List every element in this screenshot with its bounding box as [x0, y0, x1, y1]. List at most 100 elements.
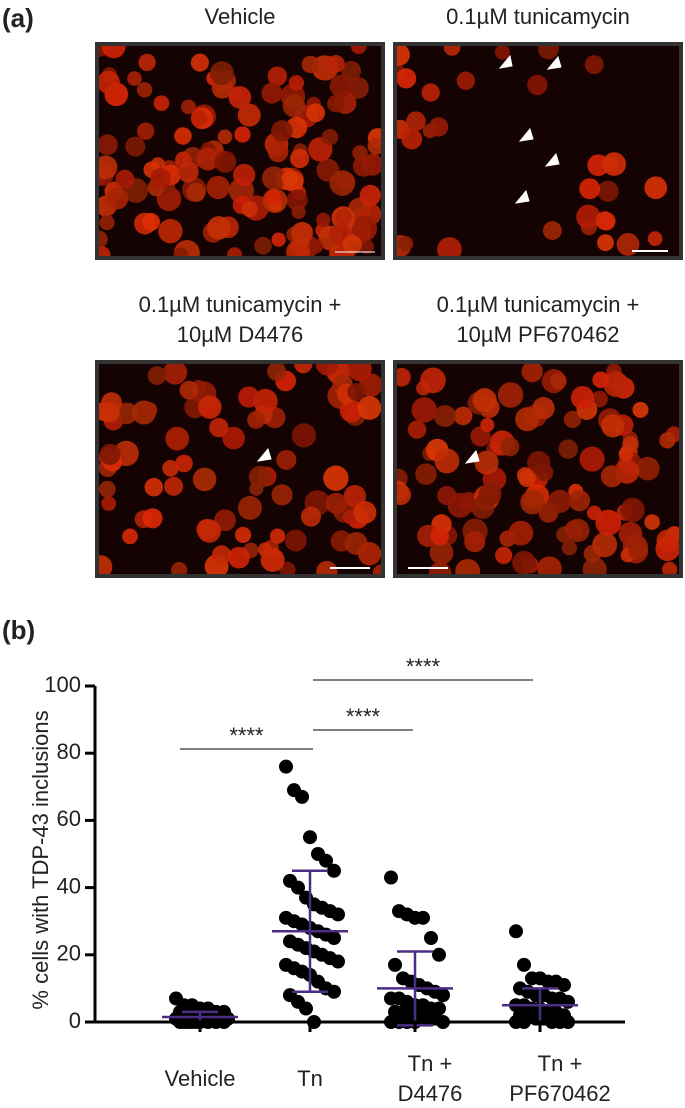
cell [267, 66, 288, 87]
cell [101, 46, 126, 59]
cell [217, 129, 233, 145]
cell [228, 546, 250, 569]
cell [367, 137, 381, 155]
cell [99, 155, 118, 180]
cell [542, 221, 562, 241]
cell [353, 501, 377, 524]
cell [241, 200, 258, 218]
significance-label: **** [346, 704, 381, 729]
cell [253, 388, 278, 414]
cell [206, 175, 230, 200]
cell [352, 155, 375, 177]
cell [561, 540, 578, 556]
cell [234, 126, 251, 143]
cell [196, 147, 220, 171]
cell [512, 550, 536, 574]
cell [500, 437, 520, 457]
cell [198, 395, 222, 419]
cell [327, 55, 345, 73]
cell [294, 364, 313, 374]
cell [232, 163, 256, 187]
cell [248, 465, 272, 489]
cell [397, 46, 410, 66]
cell [342, 510, 357, 525]
cell [570, 386, 595, 410]
cell [207, 216, 231, 240]
cell [170, 562, 188, 574]
cell [265, 189, 282, 206]
cell [591, 390, 608, 408]
cell [321, 129, 339, 146]
cell [247, 410, 266, 429]
dot [432, 947, 446, 962]
cell [474, 450, 499, 475]
cell [142, 508, 163, 529]
cell [291, 221, 314, 244]
cell [115, 169, 135, 189]
cell [659, 432, 676, 449]
cell [181, 99, 196, 115]
arrowhead [256, 447, 272, 462]
cell [163, 364, 188, 385]
cell [595, 509, 622, 536]
cell [455, 558, 481, 574]
cell [286, 189, 308, 211]
cell [655, 536, 679, 562]
cell [125, 136, 146, 157]
image-title: 10µM D4476 [177, 322, 303, 347]
cell [115, 402, 138, 425]
dot [388, 957, 402, 972]
cell [359, 184, 381, 207]
cell [158, 218, 183, 244]
arrowhead [518, 127, 534, 142]
cell [661, 561, 678, 574]
cell [289, 148, 310, 169]
dot [561, 994, 575, 1009]
cell [497, 382, 524, 408]
cell [271, 120, 293, 142]
cell [566, 518, 590, 543]
cell [270, 528, 286, 544]
cell [267, 364, 287, 381]
cell [271, 484, 293, 506]
cell [350, 46, 367, 55]
cell [138, 53, 156, 72]
cell [647, 231, 663, 246]
cell [548, 489, 572, 514]
cell [99, 555, 113, 574]
cell [515, 407, 540, 432]
cell [271, 232, 286, 247]
dot [384, 870, 398, 885]
cell [597, 234, 614, 252]
cell [397, 68, 417, 89]
dot [436, 988, 450, 1003]
cell [516, 467, 534, 484]
cell [618, 521, 643, 546]
image-title: 0.1µM tunicamycin [446, 4, 630, 29]
cell [576, 204, 601, 229]
x-tick-label: D4476 [398, 1081, 463, 1106]
cell [480, 417, 495, 433]
cell [306, 103, 326, 123]
cell [464, 531, 486, 553]
cell [359, 239, 374, 254]
cell [415, 463, 437, 485]
cell [596, 211, 616, 231]
x-tick-label: PF670462 [509, 1081, 611, 1106]
cell [602, 152, 627, 176]
cell [327, 94, 345, 113]
cell [632, 401, 649, 418]
cell [179, 380, 199, 400]
cell [406, 111, 426, 132]
cell [174, 127, 192, 145]
cell [186, 182, 206, 202]
cell [144, 477, 164, 497]
cell [323, 465, 349, 491]
y-axis-label: % cells with TDP-43 inclusions [28, 710, 53, 1009]
cell [520, 490, 545, 515]
cell [211, 545, 232, 565]
cell [150, 167, 171, 189]
cell [456, 71, 476, 90]
cell [347, 364, 372, 382]
